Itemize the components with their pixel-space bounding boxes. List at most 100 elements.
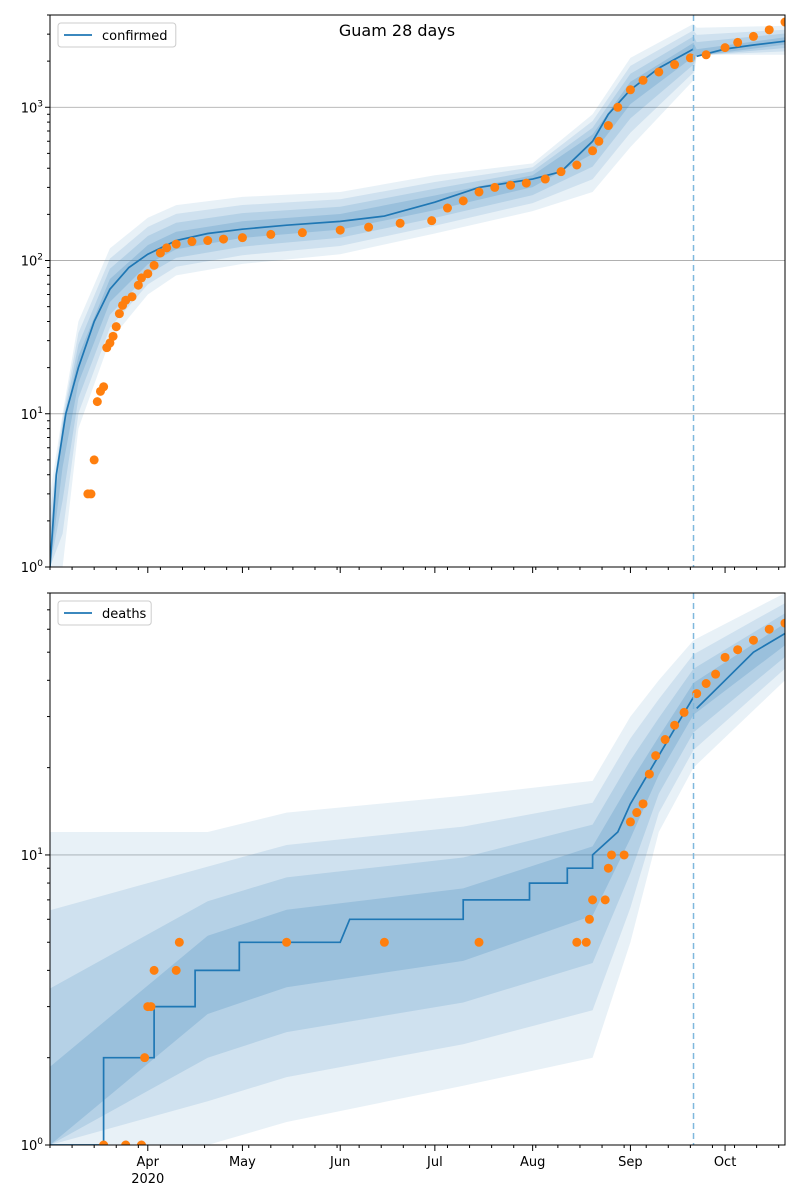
legend-box: [57, 600, 152, 626]
x-tick-label: 2020: [131, 1172, 164, 1187]
observed-point: [619, 850, 629, 860]
observed-point: [644, 769, 654, 779]
observed-point: [701, 50, 711, 60]
y-tick-label: 101: [21, 847, 43, 864]
observed-point: [588, 146, 598, 156]
legend: confirmed: [57, 22, 177, 48]
observed-point: [92, 397, 102, 407]
observed-point: [581, 937, 591, 947]
observed-point: [780, 17, 785, 27]
x-tick-label: May: [229, 1155, 256, 1170]
observed-point: [297, 228, 307, 238]
observed-point: [632, 808, 642, 818]
observed-point: [556, 167, 566, 177]
observed-point: [133, 280, 143, 290]
observed-point: [594, 136, 604, 146]
observed-point: [427, 216, 437, 226]
observed-point: [171, 965, 181, 975]
observed-point: [764, 624, 774, 634]
y-tick-label: 100: [21, 559, 44, 576]
observed-point: [506, 180, 516, 190]
x-tick-label: Sep: [618, 1155, 643, 1170]
observed-point: [607, 850, 617, 860]
observed-point: [638, 75, 648, 85]
median-line: [696, 632, 785, 710]
uncertainty-band: [50, 23, 785, 567]
legend-label: deaths: [102, 607, 147, 622]
observed-point: [395, 218, 405, 228]
observed-point: [203, 236, 213, 246]
uncertainty-band: [50, 603, 785, 1145]
observed-point: [218, 234, 228, 244]
observed-point: [572, 160, 582, 170]
uncertainty-band: [50, 33, 785, 567]
observed-point: [625, 817, 635, 827]
legend: deaths: [57, 600, 152, 626]
legend-label: confirmed: [102, 29, 168, 44]
observed-point: [282, 937, 292, 947]
observed-point: [748, 635, 758, 645]
observed-point: [748, 31, 758, 41]
observed-point: [474, 937, 484, 947]
observed-point: [442, 203, 452, 213]
uncertainty-band: [50, 613, 785, 1145]
y-tick-label: 100: [21, 1137, 44, 1154]
observed-point: [121, 1140, 131, 1145]
uncertainty-band: [50, 37, 785, 567]
uncertainty-band: [50, 593, 785, 1145]
observed-point: [364, 222, 374, 232]
observed-point: [99, 382, 109, 392]
uncertainty-band: [50, 29, 785, 567]
observed-point: [572, 937, 582, 947]
median-line: [696, 40, 785, 58]
observed-point: [187, 237, 197, 247]
y-tick-label: 102: [21, 253, 43, 270]
observed-point: [625, 85, 635, 95]
observed-point: [86, 489, 96, 499]
observed-point: [660, 735, 670, 745]
observed-point: [155, 248, 165, 258]
x-tick-label: Aug: [520, 1155, 545, 1170]
x-tick-label: Oct: [714, 1155, 736, 1170]
observed-point: [780, 618, 785, 628]
observed-point: [701, 679, 711, 689]
observed-point: [111, 322, 121, 332]
axes-frame: [49, 14, 786, 568]
observed-point: [108, 331, 118, 341]
observed-point: [603, 863, 613, 873]
observed-point: [89, 455, 99, 465]
observed-point: [237, 233, 247, 243]
observed-point: [584, 914, 594, 924]
legend-box: [57, 22, 177, 48]
axes-frame: [49, 592, 786, 1146]
y-tick-label: 101: [21, 406, 43, 423]
observed-point: [670, 60, 680, 70]
observed-point: [149, 260, 159, 270]
y-tick-label: 103: [21, 99, 43, 116]
observed-point: [651, 751, 661, 761]
observed-point: [679, 707, 689, 717]
observed-point: [146, 1002, 156, 1012]
observed-point: [600, 895, 610, 905]
observed-point: [143, 269, 153, 279]
observed-point: [711, 669, 721, 679]
observed-point: [638, 799, 648, 809]
observed-point: [733, 645, 743, 655]
median-line: [50, 48, 694, 567]
observed-point: [149, 965, 159, 975]
observed-point: [474, 187, 484, 197]
observed-point: [764, 25, 774, 35]
x-tick-label: Apr: [137, 1155, 160, 1170]
observed-point: [490, 182, 500, 192]
confirmed-panel: 100 101 102 103 confirmed: [21, 14, 786, 576]
observed-point: [720, 652, 730, 662]
observed-point: [733, 37, 743, 47]
observed-point: [266, 229, 276, 239]
observed-point: [521, 178, 531, 188]
observed-point: [670, 720, 680, 730]
observed-point: [127, 292, 137, 302]
observed-point: [140, 1053, 150, 1063]
observed-point: [171, 239, 181, 249]
observed-point: [174, 937, 184, 947]
